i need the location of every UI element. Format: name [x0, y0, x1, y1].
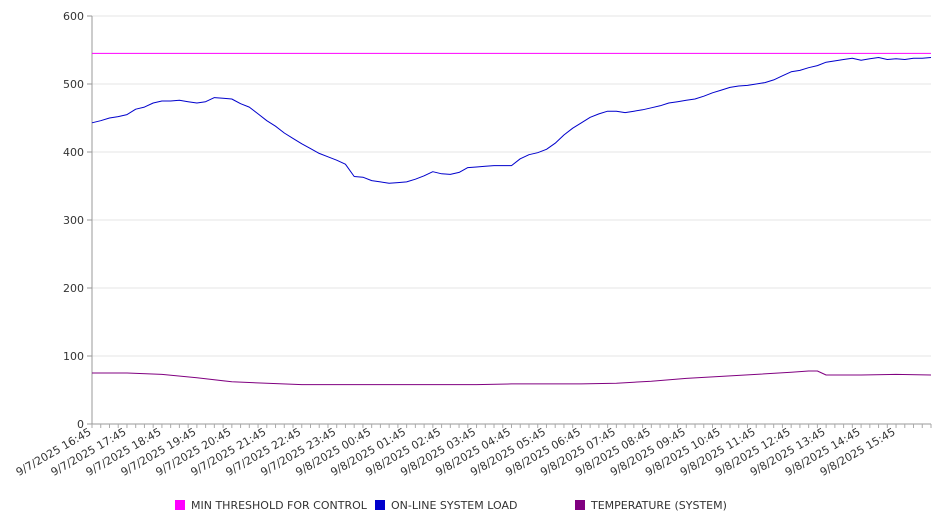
legend-label-threshold: MIN THRESHOLD FOR CONTROL	[191, 499, 367, 512]
y-tick-label: 500	[63, 78, 84, 91]
legend-label-system-load: ON-LINE SYSTEM LOAD	[391, 499, 518, 512]
y-tick-label: 300	[63, 214, 84, 227]
y-tick-label: 200	[63, 282, 84, 295]
legend-swatch-system-load	[375, 500, 385, 510]
legend-item-system-load: ON-LINE SYSTEM LOAD	[375, 499, 517, 512]
y-tick-labels: 0 100 200 300 400 500 600	[63, 10, 84, 431]
legend-swatch-temperature	[575, 500, 585, 510]
y-tick-label: 100	[63, 350, 84, 363]
y-tick-label: 400	[63, 146, 84, 159]
legend-item-threshold: MIN THRESHOLD FOR CONTROL	[175, 499, 367, 512]
axes	[87, 15, 932, 428]
legend-item-temperature: TEMPERATURE (SYSTEM)	[575, 499, 727, 512]
legend-swatch-threshold	[175, 500, 185, 510]
x-tick-labels: 9/7/2025 16:459/7/2025 17:459/7/2025 18:…	[14, 425, 898, 479]
series-lines	[91, 52, 932, 386]
legend: MIN THRESHOLD FOR CONTROL ON-LINE SYSTEM…	[175, 499, 935, 513]
y-tick-label: 0	[77, 418, 84, 431]
y-tick-label: 600	[63, 10, 84, 23]
series-line-2	[92, 370, 932, 386]
legend-label-temperature: TEMPERATURE (SYSTEM)	[591, 499, 727, 512]
gridlines	[92, 15, 931, 357]
series-line-1	[91, 57, 932, 184]
